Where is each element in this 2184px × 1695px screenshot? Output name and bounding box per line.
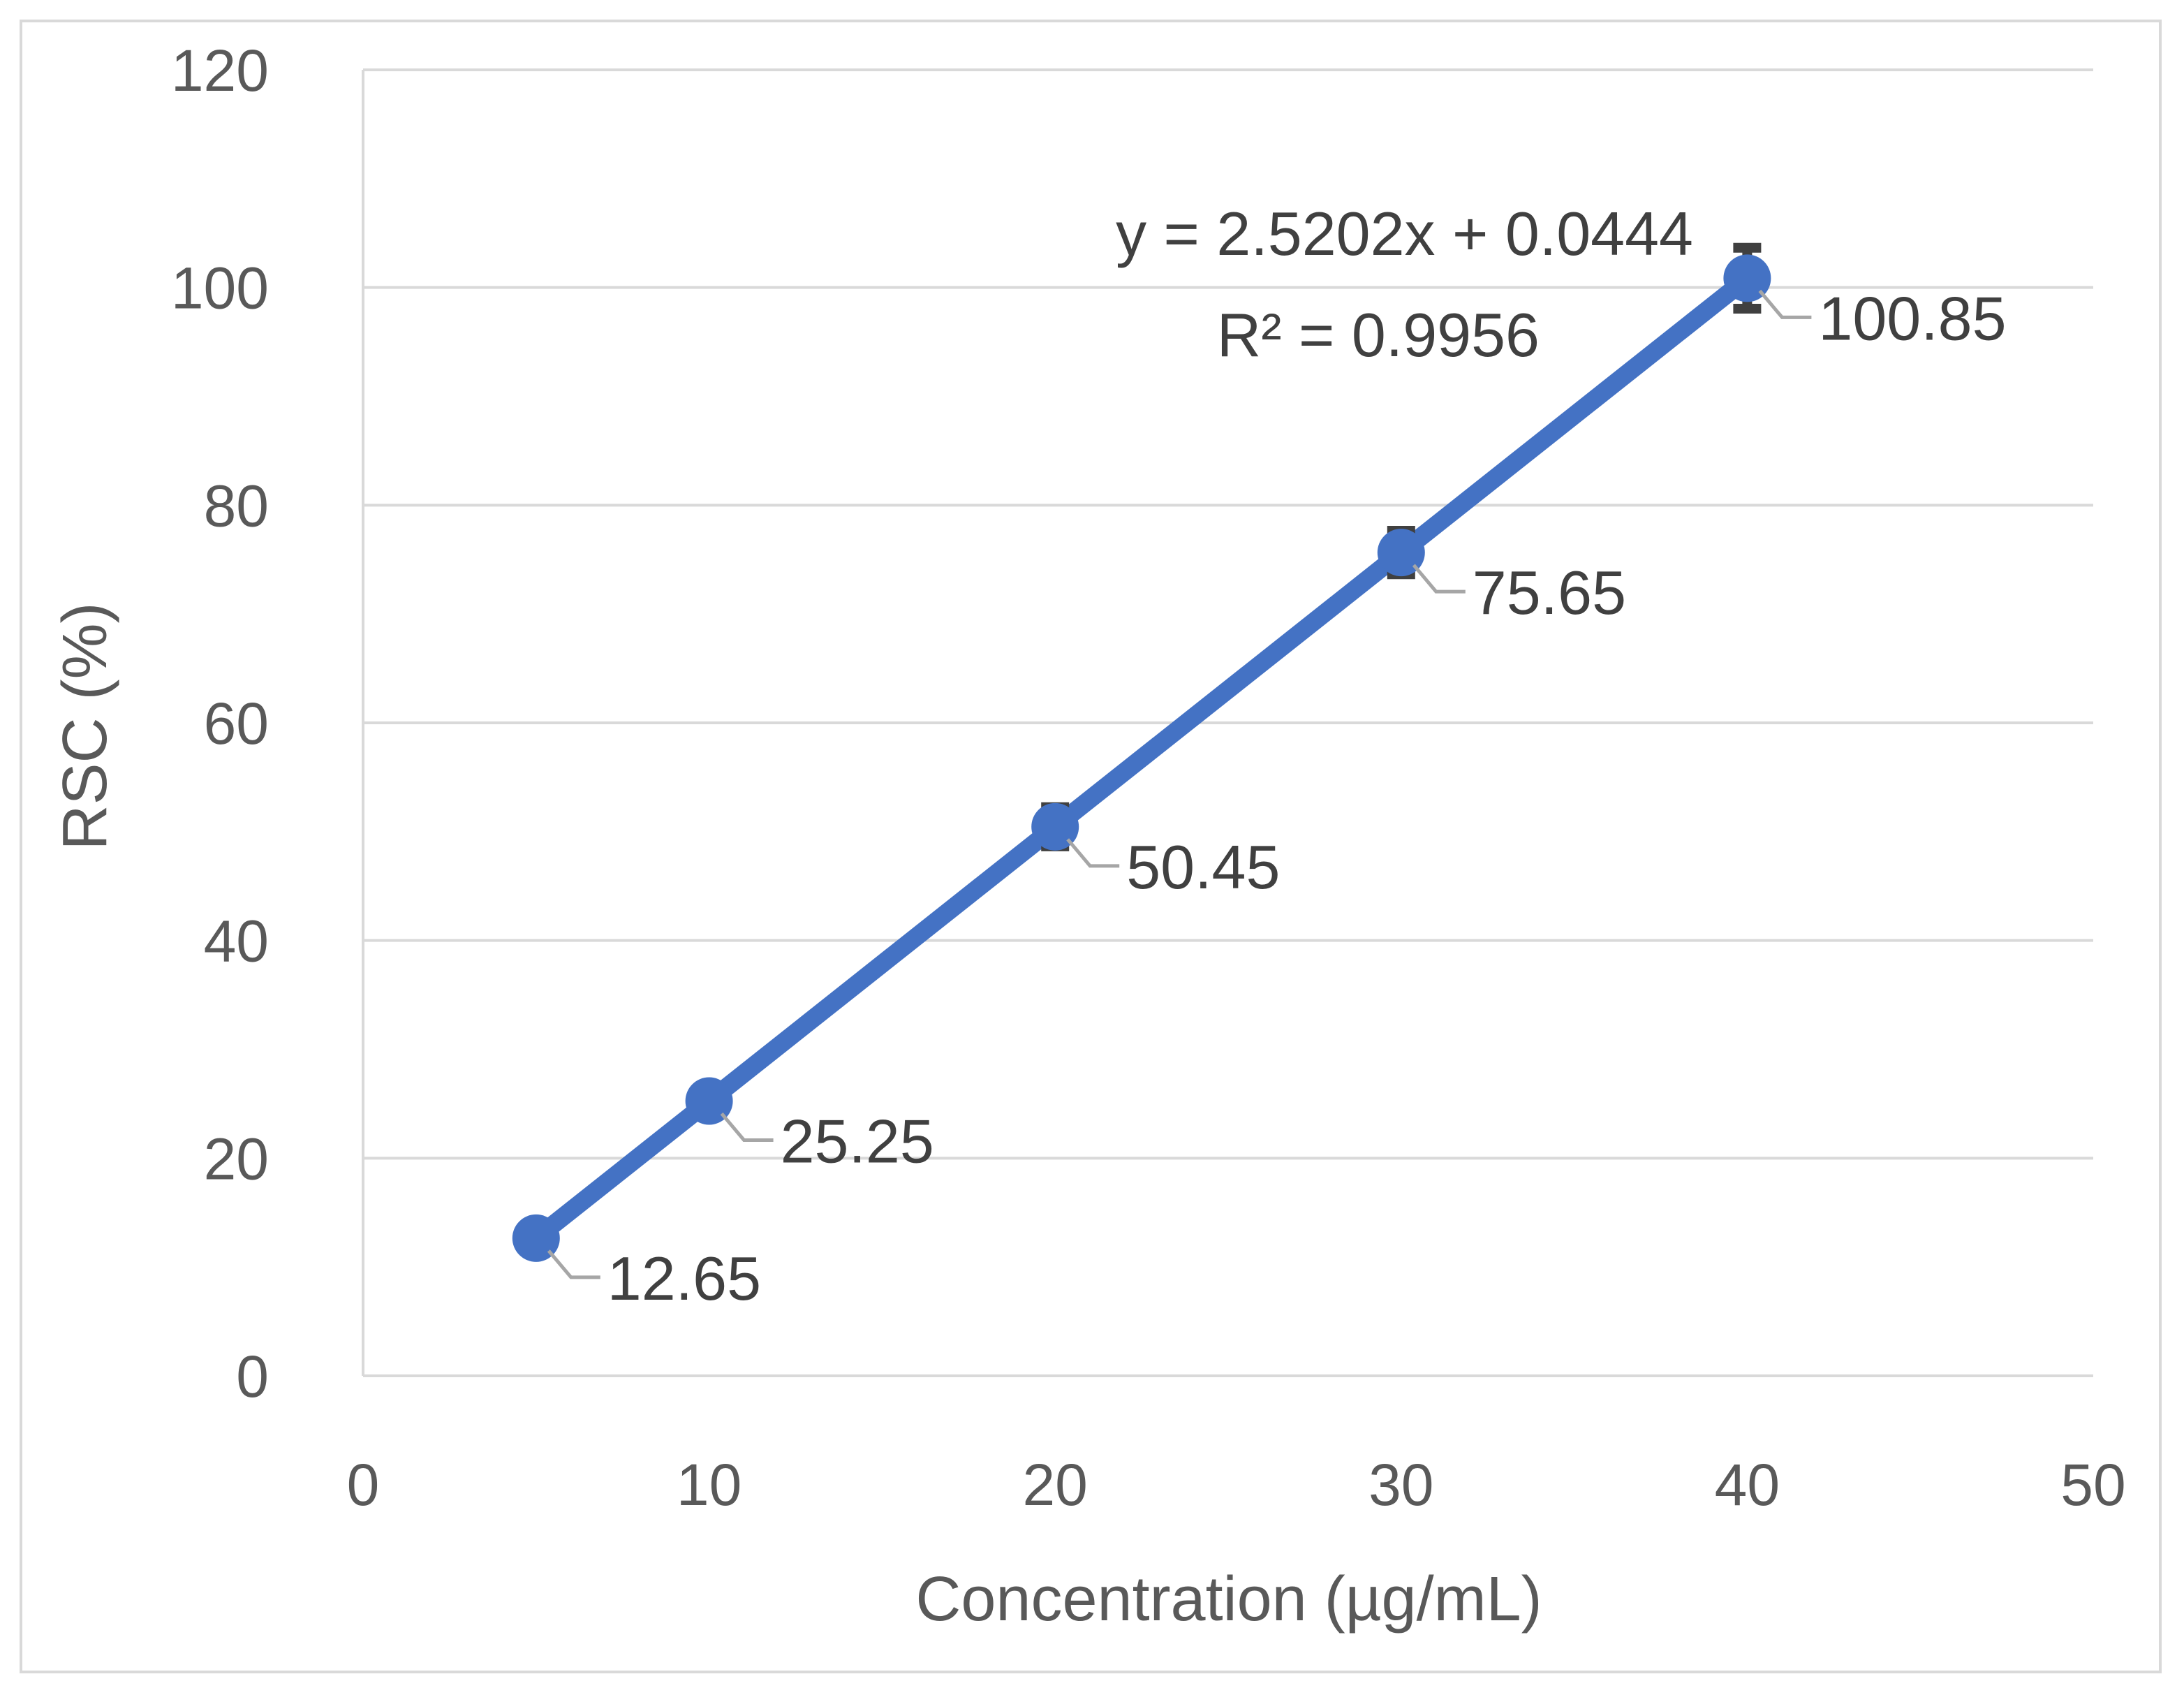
data-label: 75.65 xyxy=(1473,558,1626,627)
leader-line xyxy=(1758,289,1812,319)
data-labels: 12.65 25.25 50.45 75.65 100.85 xyxy=(607,284,2007,1312)
leader-lines xyxy=(547,289,1812,1279)
y-tick-label: 60 xyxy=(204,691,269,756)
data-label: 12.65 xyxy=(607,1244,761,1313)
leader-line xyxy=(547,1249,600,1279)
leader-line xyxy=(1066,838,1120,868)
x-tick-label: 20 xyxy=(1022,1452,1087,1518)
axes xyxy=(362,70,2093,1377)
trendline-r-squared: R² = 0.9956 xyxy=(1217,300,1540,369)
data-label: 100.85 xyxy=(1818,284,2006,353)
data-point xyxy=(685,1077,733,1125)
data-label: 25.25 xyxy=(781,1107,934,1176)
x-tick-label: 50 xyxy=(2060,1452,2125,1518)
data-point xyxy=(1031,802,1079,851)
trendline-equation: y = 2.5202x + 0.0444 xyxy=(1116,199,1693,268)
data-point xyxy=(512,1214,560,1262)
y-tick-label: 0 xyxy=(236,1344,269,1409)
y-tick-label: 80 xyxy=(204,473,269,538)
y-tick-label: 100 xyxy=(171,256,269,321)
data-point xyxy=(1723,254,1771,302)
data-label: 50.45 xyxy=(1126,832,1280,902)
leader-line xyxy=(720,1112,774,1143)
x-tick-labels: 0 10 20 30 40 50 xyxy=(347,1452,2126,1518)
y-axis-title: RSC (%) xyxy=(50,603,120,851)
y-tick-label: 40 xyxy=(204,909,269,974)
x-tick-label: 0 xyxy=(347,1452,380,1518)
data-points xyxy=(512,254,1771,1262)
y-tick-label: 120 xyxy=(171,38,269,103)
y-tick-labels: 0 20 40 60 80 100 120 xyxy=(171,38,269,1409)
x-tick-label: 30 xyxy=(1368,1452,1433,1518)
chart-frame xyxy=(20,20,2162,1673)
x-tick-label: 10 xyxy=(677,1452,741,1518)
leader-line xyxy=(1412,564,1466,594)
y-tick-label: 20 xyxy=(204,1126,269,1191)
data-point xyxy=(1377,529,1425,577)
x-tick-label: 40 xyxy=(1715,1452,1780,1518)
x-axis-title: Concentration (µg/mL) xyxy=(915,1564,1542,1634)
